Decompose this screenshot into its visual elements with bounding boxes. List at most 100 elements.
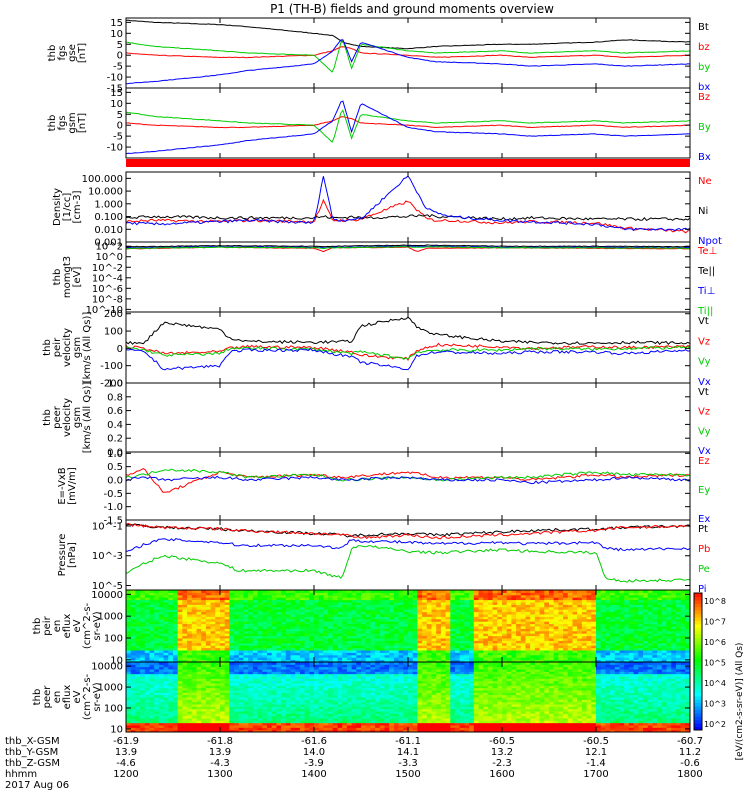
spectrogram-cell <box>638 645 644 649</box>
spectrogram-cell <box>262 704 268 707</box>
spectrogram-cell <box>262 652 268 656</box>
spectrogram-cell <box>252 662 259 665</box>
spectrogram-cell <box>624 597 630 601</box>
spectrogram-cell <box>530 640 536 644</box>
spectrogram-cell <box>144 594 150 598</box>
spectrogram-cell <box>187 729 193 733</box>
spectrogram-cell <box>149 715 155 719</box>
spectrogram-cell <box>633 628 639 632</box>
spectrogram-cell <box>342 630 348 634</box>
spectrogram-cell <box>384 606 390 610</box>
spectrogram-cell <box>234 642 240 646</box>
spectrogram-cell <box>436 621 442 625</box>
spectrogram-cell <box>191 715 197 719</box>
spectrogram-cell <box>455 602 461 605</box>
spectrogram-cell <box>685 592 691 596</box>
spectrogram-cell <box>375 606 381 610</box>
spectrogram-cell <box>135 597 141 601</box>
spectrogram-cell <box>215 597 221 601</box>
spectrogram-cell <box>539 635 545 639</box>
spectrogram-cell <box>257 711 263 714</box>
spectrogram-cell <box>252 645 259 649</box>
spectrogram-cell <box>652 614 658 617</box>
spectrogram-cell <box>445 616 451 620</box>
spectrogram-cell <box>563 594 569 598</box>
spectrogram-cell <box>332 616 338 620</box>
legend-label: Vt <box>698 316 709 327</box>
spectrogram-cell <box>304 642 310 646</box>
spectrogram-cell <box>154 635 160 639</box>
spectrogram-cell <box>558 635 564 639</box>
spectrogram-cell <box>520 635 526 639</box>
spectrogram-cell <box>271 680 277 684</box>
spectrogram-cell <box>520 592 526 596</box>
spectrogram-cell <box>628 618 635 622</box>
spectrogram-cell <box>144 669 150 672</box>
spectrogram-cell <box>412 654 418 658</box>
spectrogram-cell <box>126 692 132 696</box>
spectrogram-cell <box>187 628 193 632</box>
spectrogram-cell <box>539 609 545 613</box>
spectrogram-cell <box>417 621 423 625</box>
spectrogram-cell <box>328 597 334 601</box>
spectrogram-cell <box>126 652 132 656</box>
spectrogram-cell <box>220 725 226 728</box>
spectrogram-cell <box>187 699 193 703</box>
spectrogram-cell <box>271 630 277 634</box>
spectrogram-cell <box>314 638 320 641</box>
spectrogram-cell <box>144 606 150 610</box>
spectrogram-cell <box>140 630 146 634</box>
spectrogram-cell <box>243 628 249 632</box>
spectrogram-cell <box>567 609 573 613</box>
spectrogram-cell <box>295 628 301 632</box>
spectrogram-cell <box>276 669 282 672</box>
spectrogram-cell <box>384 626 390 629</box>
spectrogram-cell <box>539 618 545 622</box>
spectrogram-cell <box>224 718 230 721</box>
spectrogram-cell <box>215 718 221 721</box>
spectrogram-cell <box>685 645 691 649</box>
spectrogram-cell <box>549 606 555 610</box>
spectrogram-cell <box>215 621 221 625</box>
spectrogram-cell <box>412 642 418 646</box>
spectrogram-cell <box>295 640 301 644</box>
spectrogram-cell <box>309 630 315 634</box>
spectrogram-cell <box>445 606 451 610</box>
spectrogram-cell <box>666 614 672 617</box>
spectrogram-cell <box>328 611 334 615</box>
spectrogram-cell <box>469 590 475 593</box>
spectrogram-cell <box>318 614 324 617</box>
spectrogram-cell <box>398 602 404 605</box>
spectrogram-cell <box>299 633 306 637</box>
spectrogram-cell <box>182 685 188 689</box>
spectrogram-cell <box>135 604 141 608</box>
spectrogram-cell <box>191 635 197 639</box>
spectrogram-cell <box>577 647 583 651</box>
spectrogram-cell <box>544 650 550 653</box>
spectrogram-cell <box>469 642 475 646</box>
spectrogram-cell <box>544 611 550 615</box>
spectrogram-cell <box>600 659 606 663</box>
spectrogram-cell <box>375 597 381 601</box>
spectrogram-cell <box>314 659 320 663</box>
spectrogram-cell <box>191 713 197 717</box>
spectrogram-cell <box>530 609 536 613</box>
spectrogram-cell <box>323 594 329 598</box>
spectrogram-cell <box>455 659 461 663</box>
spectrogram-cell <box>224 594 230 598</box>
spectrogram-cell <box>238 621 244 625</box>
spectrogram-cell <box>473 599 479 603</box>
spectrogram-cell <box>158 654 165 658</box>
spectrogram-cell <box>187 676 193 679</box>
spectrogram-cell <box>342 635 348 639</box>
spectrogram-cell <box>657 616 663 620</box>
spectrogram-cell <box>520 633 526 637</box>
spectrogram-cell <box>567 652 573 656</box>
spectrogram-cell <box>304 652 310 656</box>
spectrogram-cell <box>257 604 263 608</box>
spectrogram-cell <box>196 592 202 596</box>
spectrogram-cell <box>643 640 649 644</box>
spectrogram-cell <box>487 626 494 629</box>
spectrogram-cell <box>680 592 686 596</box>
spectrogram-cell <box>201 621 207 625</box>
